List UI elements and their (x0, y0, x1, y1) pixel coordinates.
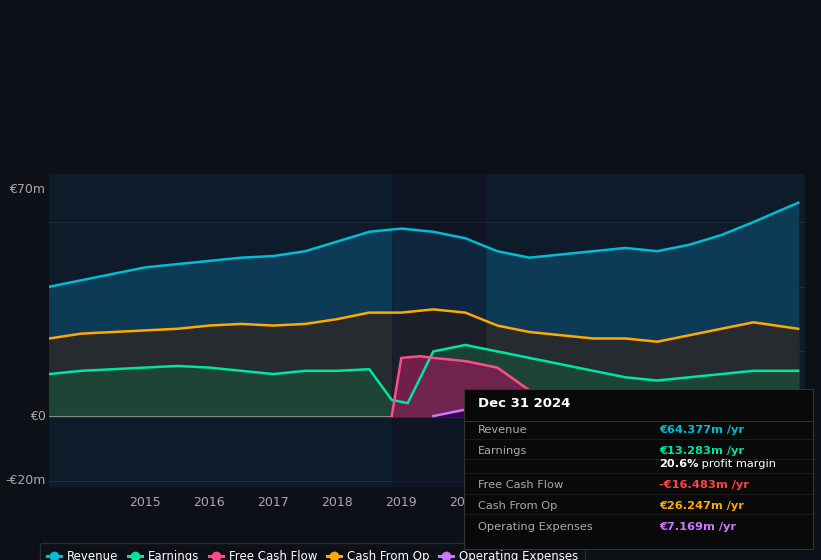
Text: Earnings: Earnings (478, 446, 527, 456)
Text: €64.377m /yr: €64.377m /yr (659, 425, 745, 435)
Text: Operating Expenses: Operating Expenses (478, 522, 593, 531)
Text: Dec 31 2024: Dec 31 2024 (478, 397, 571, 410)
Legend: Revenue, Earnings, Free Cash Flow, Cash From Op, Operating Expenses: Revenue, Earnings, Free Cash Flow, Cash … (40, 543, 585, 560)
Text: -€16.483m /yr: -€16.483m /yr (659, 480, 750, 490)
Text: 20.6%: 20.6% (659, 459, 699, 469)
Bar (392, 174, 484, 487)
Text: profit margin: profit margin (698, 459, 776, 469)
Text: €7.169m /yr: €7.169m /yr (659, 522, 736, 531)
Text: €13.283m /yr: €13.283m /yr (659, 446, 745, 456)
Text: -€20m: -€20m (5, 474, 45, 487)
Text: €70m: €70m (10, 183, 45, 196)
Text: Free Cash Flow: Free Cash Flow (478, 480, 563, 490)
Text: €0: €0 (30, 409, 45, 423)
Text: Cash From Op: Cash From Op (478, 501, 557, 511)
Text: €26.247m /yr: €26.247m /yr (659, 501, 745, 511)
Text: Revenue: Revenue (478, 425, 527, 435)
